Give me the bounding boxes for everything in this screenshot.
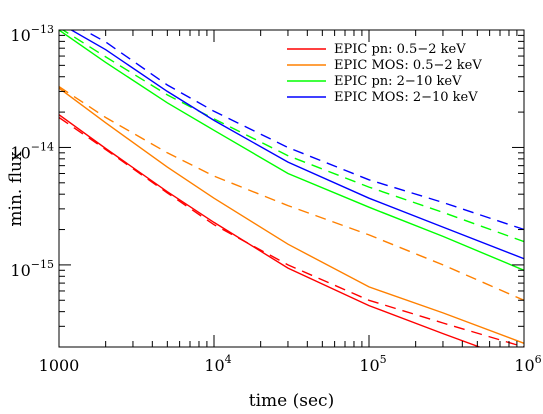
y-tick-label: 10−13: [10, 23, 54, 45]
tick-layer: [58, 29, 525, 348]
y-tick-label: 10−14: [10, 140, 54, 162]
x-axis-label: time (sec): [249, 391, 334, 411]
series-1-solid-line: [59, 114, 482, 347]
x-tick-label: 105: [359, 353, 386, 375]
x-tick-label: 106: [514, 353, 541, 375]
y-tick-label: 10−15: [10, 258, 54, 280]
legend-label: EPIC pn: 0.5−2 keV: [334, 42, 466, 57]
series-2-solid-line: [59, 87, 524, 344]
legend-label: EPIC pn: 2−10 keV: [334, 74, 462, 89]
y-axis-label: min. flux: [6, 151, 26, 227]
series-1-dashed-line: [59, 116, 524, 347]
series-layer: [59, 30, 524, 347]
x-tick-label: 1000: [39, 356, 80, 375]
tick-label-layer: 1000 104 105 106 10−15 10−14 10−13: [10, 23, 541, 375]
series-2-dashed-line: [59, 86, 524, 301]
legend-label: EPIC MOS: 0.5−2 keV: [334, 58, 482, 73]
x-tick-label: 104: [204, 353, 231, 375]
legend-label: EPIC MOS: 2−10 keV: [334, 90, 478, 105]
series-3-dashed-line: [61, 30, 524, 243]
series-4-solid-line: [69, 30, 524, 260]
plot-frame: [58, 29, 525, 348]
series-4-dashed-line: [82, 30, 524, 231]
series-3-solid-line: [59, 30, 524, 271]
